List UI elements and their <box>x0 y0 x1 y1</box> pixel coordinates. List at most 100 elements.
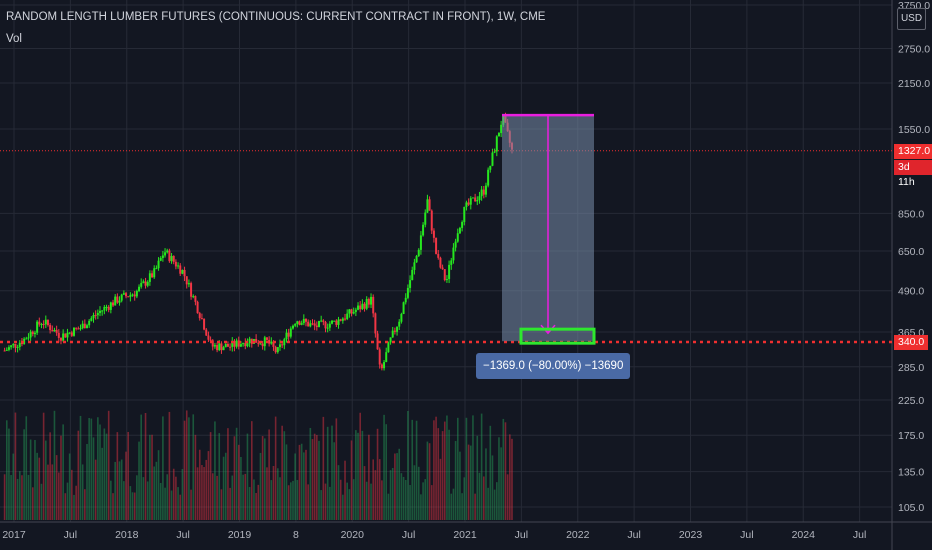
candle-body <box>300 323 303 325</box>
candle-body <box>500 124 503 134</box>
volume-bar <box>244 473 247 520</box>
volume-bar <box>381 480 383 520</box>
volume-bar <box>94 459 97 520</box>
volume-bar <box>391 467 394 520</box>
volume-bar <box>10 475 12 520</box>
candle-body <box>415 256 418 263</box>
volume-bar <box>183 420 186 520</box>
volume-bar <box>285 444 288 520</box>
candle-body <box>140 282 143 287</box>
y-tick-label: 135.0 <box>898 467 924 479</box>
volume-bar <box>279 477 281 520</box>
candle-body <box>161 255 164 258</box>
volume-bar <box>298 444 301 520</box>
candle-body <box>146 281 149 286</box>
candle-body <box>187 283 190 285</box>
candle-body <box>51 330 54 332</box>
volume-bar <box>417 466 420 520</box>
volume-bar <box>224 452 227 520</box>
candle-body <box>40 324 43 326</box>
candle-body <box>357 305 360 310</box>
candle-body <box>211 340 214 347</box>
volume-bar <box>287 485 290 520</box>
candle-body <box>333 320 336 322</box>
candle-body <box>315 325 318 327</box>
candle-body <box>261 343 264 347</box>
candle-body <box>174 261 177 267</box>
candle-body <box>226 343 229 347</box>
volume-bar <box>159 482 162 520</box>
volume-bar <box>407 410 409 520</box>
candle-body <box>339 319 342 321</box>
volume-bar <box>272 466 275 520</box>
candle-body <box>179 265 182 274</box>
volume-bar <box>435 416 437 520</box>
candle-body <box>218 343 221 351</box>
candle-body <box>352 312 355 314</box>
volume-bar <box>339 479 342 520</box>
volume-bar <box>344 460 346 520</box>
candle-body <box>213 345 216 347</box>
volume-bar <box>129 486 132 520</box>
candle-body <box>59 337 62 341</box>
candle-body <box>476 200 479 202</box>
candle-body <box>469 198 472 205</box>
y-tick-label: 650.0 <box>898 246 924 258</box>
volume-bar <box>205 459 208 520</box>
candle-body <box>96 312 99 316</box>
candle-body <box>272 341 275 347</box>
volume-bar <box>480 413 483 520</box>
candle-body <box>465 202 468 207</box>
volume-bar <box>58 472 60 520</box>
candle-body <box>289 328 292 337</box>
volume-bar <box>155 461 158 520</box>
x-axis: 2017 Jul 2018 Jul 2019 8 2020 Jul 2021 Jul 2022 Jul… <box>2 0 866 541</box>
candle-body <box>350 309 353 314</box>
volume-bar <box>311 439 314 520</box>
volume-bar <box>361 430 364 520</box>
candle-body <box>495 136 498 152</box>
candle-body <box>359 305 362 310</box>
candle-body <box>304 318 307 322</box>
volume-bar <box>168 411 171 520</box>
candle-body <box>151 273 154 278</box>
volume-bar <box>216 475 218 520</box>
candle-body <box>361 303 364 310</box>
candle-body <box>207 335 210 340</box>
volume-bar <box>188 417 190 520</box>
candle-body <box>246 343 249 347</box>
volume-bar <box>400 473 403 520</box>
volume-bar <box>235 427 238 520</box>
volume-bar <box>138 441 140 520</box>
candle-body <box>454 241 457 248</box>
candle-body <box>374 313 377 334</box>
x-tick-label: 2024 <box>792 529 816 541</box>
candle-body <box>196 301 199 314</box>
candle-body <box>463 206 466 223</box>
candle-body <box>430 210 433 231</box>
x-tick-label: Jul <box>515 529 528 541</box>
candle-body <box>482 189 485 195</box>
x-tick-label: Jul <box>740 529 753 541</box>
y-axis: 3750.0 2750.0 2150.0 1550.0 850.0 650.0 490.0 3… <box>0 0 930 514</box>
candle-body <box>363 303 366 309</box>
candle-body <box>190 283 193 297</box>
candle-body <box>311 323 314 325</box>
volume-bar <box>443 421 446 520</box>
volume-bar <box>266 467 268 520</box>
currency-button[interactable]: USD <box>897 8 926 30</box>
volume-bar <box>60 435 62 520</box>
volume-bar <box>430 485 433 520</box>
volume-bar <box>157 450 160 520</box>
volume-bar <box>398 448 401 520</box>
volume-bar <box>233 436 236 520</box>
volume-bar <box>422 482 424 520</box>
volume-bar <box>261 436 264 520</box>
candle-body <box>417 249 420 257</box>
candle-body <box>387 342 390 353</box>
volume-bar <box>465 417 468 520</box>
volume-bar <box>268 429 270 520</box>
volume-bar <box>326 426 329 520</box>
candle-body <box>402 302 405 314</box>
